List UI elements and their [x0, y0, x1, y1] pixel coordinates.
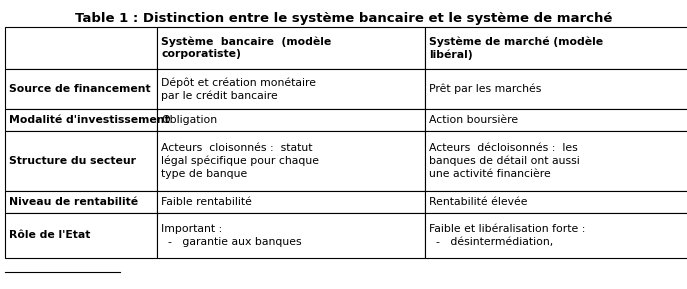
Bar	[5, 109, 157, 131]
Text: Système de marché (modèle
libéral): Système de marché (modèle libéral)	[429, 36, 603, 60]
Text: Rôle de l'Etat: Rôle de l'Etat	[9, 231, 91, 240]
Bar	[425, 131, 687, 191]
Bar	[157, 213, 425, 258]
Bar	[157, 191, 425, 213]
Bar	[5, 191, 157, 213]
Text: Table 1 : Distinction entre le système bancaire et le système de marché: Table 1 : Distinction entre le système b…	[75, 12, 612, 25]
Bar	[5, 27, 157, 69]
Text: Modalité d'investissement: Modalité d'investissement	[9, 115, 170, 125]
Text: Dépôt et création monétaire
par le crédit bancaire: Dépôt et création monétaire par le crédi…	[161, 77, 316, 101]
Text: Important :
  -   garantie aux banques: Important : - garantie aux banques	[161, 224, 302, 247]
Bar	[425, 109, 687, 131]
Text: Acteurs  cloisonnés :  statut
légal spécifique pour chaque
type de banque: Acteurs cloisonnés : statut légal spécif…	[161, 143, 319, 179]
Text: Structure du secteur: Structure du secteur	[9, 156, 136, 166]
Text: Faible et libéralisation forte :
  -   désintermédiation,: Faible et libéralisation forte : - désin…	[429, 224, 585, 247]
Text: Obligation: Obligation	[161, 115, 217, 125]
Bar	[157, 27, 425, 69]
Bar	[157, 69, 425, 109]
Text: Acteurs  décloisonnés :  les
banques de détail ont aussi
une activité financière: Acteurs décloisonnés : les banques de dé…	[429, 143, 580, 179]
Text: Faible rentabilité: Faible rentabilité	[161, 197, 252, 207]
Bar	[157, 131, 425, 191]
Bar	[425, 69, 687, 109]
Text: Action boursière: Action boursière	[429, 115, 518, 125]
Bar	[157, 109, 425, 131]
Text: Niveau de rentabilité: Niveau de rentabilité	[9, 197, 138, 207]
Bar	[5, 213, 157, 258]
Text: Source de financement: Source de financement	[9, 84, 150, 94]
Text: Rentabilité élevée: Rentabilité élevée	[429, 197, 528, 207]
Bar	[425, 27, 687, 69]
Bar	[425, 191, 687, 213]
Bar	[425, 213, 687, 258]
Bar	[5, 131, 157, 191]
Text: Système  bancaire  (modèle
corporatiste): Système bancaire (modèle corporatiste)	[161, 36, 331, 60]
Text: Prêt par les marchés: Prêt par les marchés	[429, 84, 541, 94]
Bar	[5, 69, 157, 109]
